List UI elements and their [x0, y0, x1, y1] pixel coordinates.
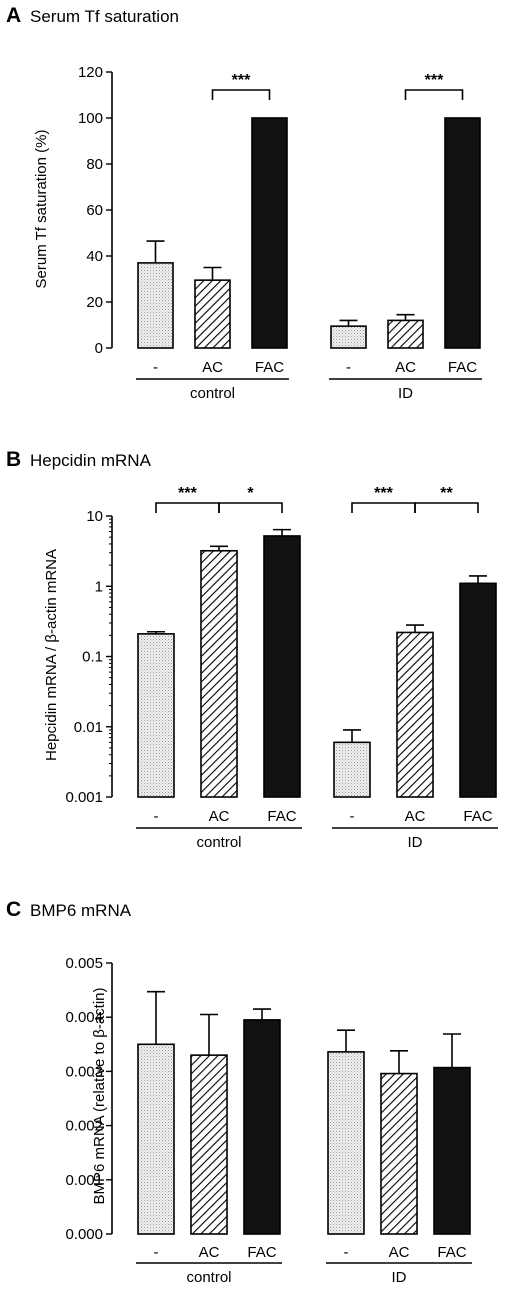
bar-control-fac [243, 1019, 281, 1235]
bar-control-ac [194, 279, 231, 349]
y-tick-label: 0.01 [74, 719, 103, 736]
panel-letter-c: C [6, 898, 21, 921]
y-tick-label: 10 [86, 508, 103, 525]
bar-control-ac [190, 1054, 228, 1235]
y-tick-label: 0.1 [82, 649, 103, 666]
y-tick-label: 0.004 [65, 1009, 103, 1026]
bar-control-fac [263, 535, 301, 798]
panel-title-b: Hepcidin mRNA [30, 451, 152, 470]
panel-title-a: Serum Tf saturation [30, 7, 179, 26]
y-axis-label-b: Hepcidin mRNA / β-actin mRNA [43, 549, 60, 761]
bar-control-none [137, 633, 175, 798]
panel-title-c: BMP6 mRNA [30, 901, 132, 920]
panel-b-hepcidin-mrna: B Hepcidin mRNA Hepcidin mRNA / β-actin … [6, 448, 498, 851]
bar-control-none [137, 1043, 175, 1235]
significance-label: * [247, 485, 254, 502]
y-tick-label: 0.001 [65, 1172, 103, 1189]
category-label: FAC [463, 808, 492, 825]
category-label: - [153, 359, 158, 376]
group-label: control [186, 1269, 231, 1286]
y-tick-label: 60 [86, 202, 103, 219]
group-label: ID [398, 385, 413, 402]
category-label: FAC [448, 359, 477, 376]
group-label: control [196, 834, 241, 851]
y-axis-label-c: BMP6 mRNA (relative to β-actin) [91, 987, 108, 1204]
bar-ID-fac [433, 1066, 471, 1235]
y-tick-label: 80 [86, 156, 103, 173]
significance-label: *** [232, 72, 251, 89]
y-tick-label: 0.005 [65, 955, 103, 972]
category-label: - [350, 808, 355, 825]
y-tick-label: 0.003 [65, 1063, 103, 1080]
y-tick-label: 120 [78, 64, 103, 81]
significance-label: ** [440, 485, 453, 502]
bar-ID-none [330, 325, 367, 349]
panel-a-serum-tf-saturation: A Serum Tf saturation Serum Tf saturatio… [6, 4, 482, 402]
bar-ID-ac [380, 1072, 418, 1235]
y-tick-label: 0.000 [65, 1226, 103, 1243]
y-tick-label: 20 [86, 294, 103, 311]
y-tick-label: 1 [95, 578, 103, 595]
significance-label: *** [374, 485, 393, 502]
group-label: control [190, 385, 235, 402]
y-tick-label: 0.002 [65, 1118, 103, 1135]
category-label: - [344, 1244, 349, 1261]
category-label: AC [199, 1244, 220, 1261]
significance-bracket [351, 502, 416, 513]
category-label: - [154, 808, 159, 825]
significance-label: *** [178, 485, 197, 502]
y-tick-label: 0 [95, 340, 103, 357]
y-tick-label: 0.001 [65, 789, 103, 806]
bar-ID-fac [459, 582, 497, 798]
significance-bracket [218, 502, 283, 513]
significance-label: *** [425, 72, 444, 89]
panel-letter-a: A [6, 4, 21, 27]
bar-control-none [137, 262, 174, 349]
category-label: FAC [437, 1244, 466, 1261]
bar-ID-fac [444, 117, 481, 349]
bar-ID-none [333, 741, 371, 798]
significance-bracket [211, 89, 271, 100]
bar-ID-none [327, 1051, 365, 1235]
category-label: FAC [247, 1244, 276, 1261]
bar-control-fac [251, 117, 288, 349]
category-label: AC [202, 359, 223, 376]
category-label: - [154, 1244, 159, 1261]
plot-area-c: 0.000 0.001 0.002 0.003 0.004 0.005 - AC FAC cont… [65, 955, 472, 1286]
category-label: FAC [267, 808, 296, 825]
significance-bracket [155, 502, 220, 513]
category-label: AC [209, 808, 230, 825]
y-tick-label: 100 [78, 110, 103, 127]
group-label: ID [408, 834, 423, 851]
category-label: AC [405, 808, 426, 825]
group-label: ID [392, 1269, 407, 1286]
y-tick-label: 40 [86, 248, 103, 265]
category-label: AC [395, 359, 416, 376]
y-axis-label-a: Serum Tf saturation (%) [33, 130, 50, 289]
bar-ID-ac [387, 319, 424, 349]
bar-ID-ac [396, 631, 434, 798]
category-label: AC [389, 1244, 410, 1261]
panel-letter-b: B [6, 448, 21, 471]
category-label: - [346, 359, 351, 376]
significance-bracket [404, 89, 464, 100]
category-label: FAC [255, 359, 284, 376]
plot-area-a: 0 20 40 60 80 100 120 - AC FAC control - AC FAC ID *** *… [78, 64, 482, 402]
significance-bracket [414, 502, 479, 513]
panel-c-bmp6-mrna: C BMP6 mRNA BMP6 mRNA (relative to β-act… [6, 898, 472, 1286]
bar-control-ac [200, 549, 238, 798]
